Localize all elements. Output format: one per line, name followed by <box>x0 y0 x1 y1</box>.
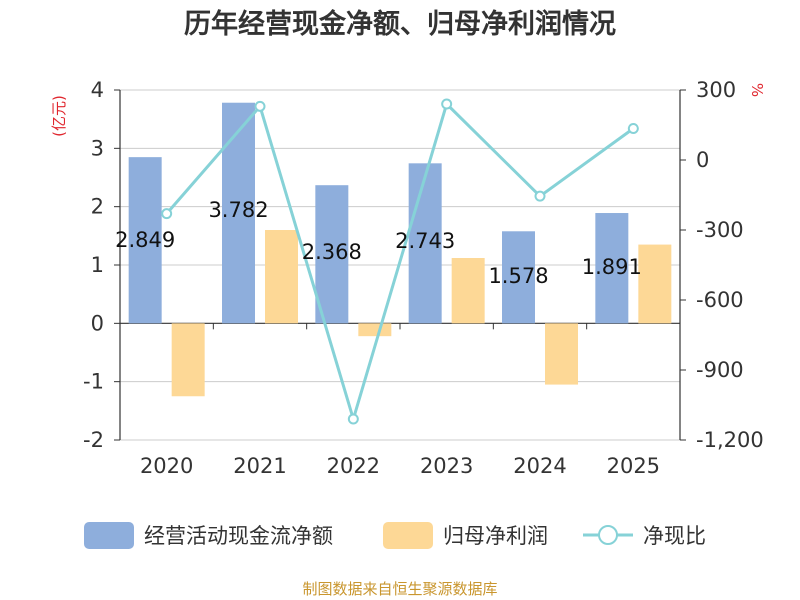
cash-ratio-point <box>347 413 359 425</box>
data-label: 3.782 <box>208 198 268 222</box>
bar-operating-cash-flow <box>502 231 535 324</box>
source-note: 制图数据来自恒生聚源数据库 <box>302 580 497 598</box>
right-tick-label: -1,200 <box>696 428 764 452</box>
left-tick-label: -2 <box>83 428 104 452</box>
bars <box>128 102 672 397</box>
category-label: 2022 <box>327 454 380 478</box>
data-label: 2.743 <box>395 229 455 253</box>
cash-ratio-point <box>161 208 173 220</box>
bar-operating-cash-flow <box>315 185 349 324</box>
legend-marker <box>598 525 618 545</box>
left-axis-unit: (亿元) <box>50 95 68 137</box>
bar-operating-cash-flow <box>128 157 162 324</box>
category-label: 2023 <box>420 454 473 478</box>
bar-operating-cash-flow <box>595 213 629 324</box>
cash-ratio-point <box>254 100 266 112</box>
category-label: 2020 <box>140 454 193 478</box>
right-tick-label: 300 <box>696 78 736 102</box>
right-tick-label: 0 <box>696 148 709 172</box>
legend-swatch <box>84 522 134 549</box>
chart-title: 历年经营现金净额、归母净利润情况 <box>184 8 616 40</box>
cash-ratio-point <box>441 98 453 110</box>
legend-item[interactable]: 经营活动现金流净额 <box>84 522 333 549</box>
legend-label: 净现比 <box>643 524 706 548</box>
left-tick-label: 2 <box>91 195 104 219</box>
right-axis-unit: % <box>748 83 766 97</box>
bar-net-profit <box>265 230 298 324</box>
right-tick-label: -600 <box>696 288 744 312</box>
left-tick-label: -1 <box>83 370 104 394</box>
cash-ratio-point <box>534 190 546 202</box>
bar-operating-cash-flow <box>222 102 255 324</box>
legend-swatch <box>383 522 433 549</box>
right-tick-label: -300 <box>696 218 744 242</box>
bar-net-profit <box>638 244 672 324</box>
axes: -2 -1 0 1 2 3 4 -1,200 -900 -600 -300 0 300 2020 2021 2… <box>83 78 764 478</box>
left-tick-label: 0 <box>91 311 104 335</box>
left-tick-label: 4 <box>91 78 104 102</box>
legend-label: 归母净利润 <box>443 524 548 548</box>
cash-ratio-point <box>627 123 639 134</box>
right-tick-label: -900 <box>696 358 744 382</box>
data-label: 2.849 <box>115 228 175 252</box>
legend-item[interactable]: 净现比 <box>583 524 706 548</box>
data-labels: 2.849 3.782 2.368 2.743 1.578 1.891 <box>115 198 642 288</box>
data-label: 2.368 <box>302 240 362 264</box>
bar-net-profit <box>358 323 392 337</box>
bar-net-profit <box>171 323 205 397</box>
line-series <box>161 98 639 425</box>
legend-item[interactable]: 归母净利润 <box>383 522 548 549</box>
left-tick-label: 3 <box>91 136 104 160</box>
cash-ratio-line <box>165 101 635 425</box>
category-label: 2024 <box>513 454 566 478</box>
data-label: 1.578 <box>488 264 548 288</box>
category-label: 2025 <box>607 454 660 478</box>
bar-net-profit <box>451 258 485 324</box>
category-label: 2021 <box>233 454 286 478</box>
bar-net-profit <box>545 323 578 385</box>
left-tick-label: 1 <box>91 253 104 277</box>
legend-label: 经营活动现金流净额 <box>144 524 333 548</box>
data-label: 1.891 <box>582 255 642 279</box>
legend[interactable]: 经营活动现金流净额 归母净利润 净现比 <box>84 522 706 549</box>
bar-operating-cash-flow <box>408 163 442 324</box>
